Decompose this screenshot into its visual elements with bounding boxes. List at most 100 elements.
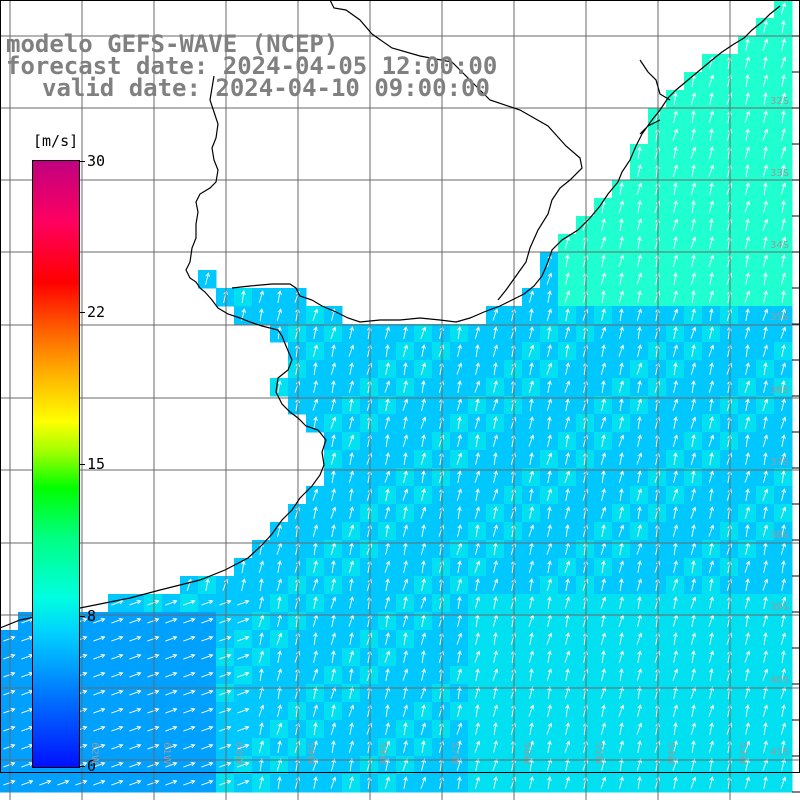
wind-arrow [385,488,390,501]
wind-arrow [474,416,481,429]
wind-arrow [673,272,678,286]
wind-arrow [219,653,232,660]
wind-arrow [529,398,534,412]
wind-arrow [492,434,499,447]
colorbar-tick-label: 0 [87,757,97,775]
wind-arrow [780,722,787,735]
wind-arrow [165,707,178,714]
wind-arrow [385,704,390,718]
wind-arrow [745,524,750,538]
wind-arrow [3,779,16,786]
wind-arrow [564,236,571,249]
wind-arrow [312,704,319,717]
wind-arrow [492,758,499,771]
wind-arrow [330,452,337,465]
wind-arrow [420,362,427,375]
wind-arrow [618,740,625,753]
wind-arrow [474,686,481,699]
wind-arrow [475,722,480,735]
wind-arrow [564,596,571,609]
wind-arrow [528,344,535,357]
wind-arrow [673,650,678,663]
wind-arrow [403,650,408,663]
wind-arrow [493,740,498,753]
wind-arrow [457,686,462,700]
wind-arrow [147,761,160,768]
wind-arrow [183,707,196,714]
wind-arrow [547,290,552,303]
wind-arrow [492,398,499,411]
wind-arrow [709,632,714,645]
wind-arrow [219,761,232,768]
wind-arrow [637,650,642,663]
wind-arrow [474,506,481,519]
wind-arrow [456,758,463,771]
wind-arrow [403,416,408,429]
wind-arrow [547,776,552,790]
wind-arrow [744,740,751,753]
wind-arrow [421,740,426,754]
wind-arrow [349,488,354,502]
latitude-label: 41S [770,747,790,758]
wind-arrow [619,506,624,519]
wind-arrow [636,398,643,411]
wind-arrow [529,452,534,465]
wind-arrow [619,308,624,322]
wind-arrow [349,722,354,735]
wind-arrow [421,344,426,357]
wind-arrow [690,326,697,339]
wind-arrow [403,326,408,339]
wind-arrow [384,560,391,573]
wind-arrow [331,524,336,537]
wind-arrow [691,560,696,574]
wind-arrow [546,578,553,591]
wind-arrow [618,200,625,213]
wind-arrow [672,308,679,321]
wind-arrow [421,380,426,394]
wind-arrow [237,635,250,642]
wind-arrow [385,452,390,465]
wind-arrow [637,686,642,700]
wind-arrow [780,236,787,249]
wind-arrow [421,578,426,591]
wind-arrow [528,434,535,447]
wind-arrow [147,635,160,642]
wind-arrow [493,452,498,466]
wind-arrow [457,326,462,340]
wind-arrow [619,362,624,375]
wind-arrow [565,398,570,411]
wind-arrow [403,632,408,646]
colorbar-tick-mark [79,161,85,162]
wind-arrow [384,740,391,753]
wind-arrow [672,218,679,231]
wind-arrow [165,653,178,660]
wind-arrow [672,254,679,267]
wind-arrow [637,506,642,520]
wind-arrow [709,272,714,285]
wind-arrow [384,506,391,519]
wind-arrow [348,434,355,447]
wind-arrow [781,758,786,771]
wind-arrow [781,254,786,267]
wind-arrow [420,506,427,519]
wind-arrow [672,344,679,357]
wind-arrow [636,452,643,465]
wind-arrow [385,668,390,681]
wind-arrow [201,743,214,750]
wind-arrow [492,308,499,321]
wind-arrow [403,560,408,573]
wind-arrow [619,236,624,249]
wind-arrow [763,560,768,573]
wind-arrow [403,470,408,483]
colorbar-tick-label: 30 [87,152,106,170]
wind-arrow [313,776,318,789]
wind-arrow [219,707,232,714]
wind-arrow [421,398,426,411]
wind-arrow [781,488,786,501]
colorbar-tick-label: 15 [87,455,106,473]
wind-arrow [277,686,282,700]
wind-arrow [474,380,481,393]
wind-arrow [763,686,768,699]
wind-arrow [313,326,318,339]
